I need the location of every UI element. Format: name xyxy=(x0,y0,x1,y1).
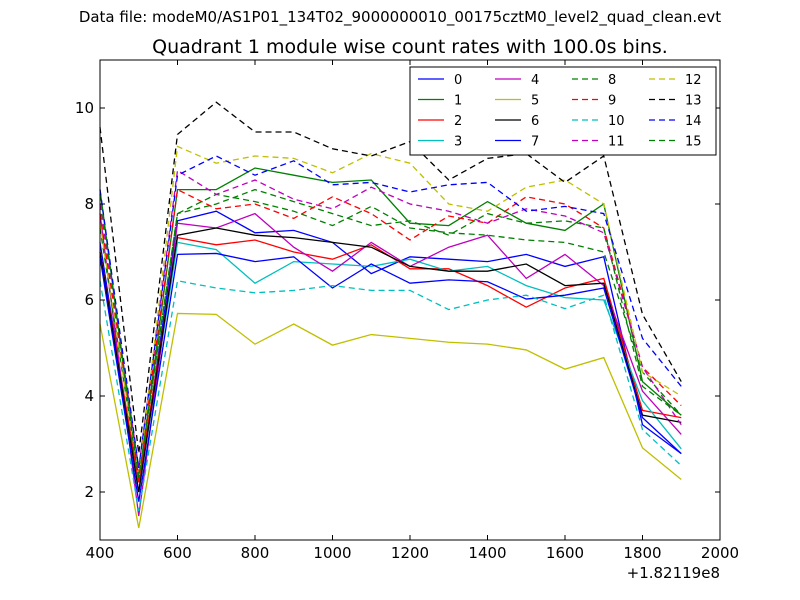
series-line-10 xyxy=(99,280,682,512)
x-tick-label: 2000 xyxy=(701,544,739,562)
legend-label-8: 8 xyxy=(608,73,616,88)
series-line-1 xyxy=(99,167,682,483)
legend-label-2: 2 xyxy=(454,114,462,129)
series-line-14 xyxy=(99,155,682,469)
legend-label-10: 10 xyxy=(608,114,625,129)
legend-label-7: 7 xyxy=(531,135,539,150)
y-tick-label: 2 xyxy=(84,483,94,501)
chart-title: Quadrant 1 module wise count rates with … xyxy=(152,36,668,58)
series-line-13 xyxy=(99,101,682,454)
legend-label-5: 5 xyxy=(531,94,539,109)
x-tick-label: 800 xyxy=(241,544,270,562)
legend-label-12: 12 xyxy=(685,73,702,88)
figure-suptitle: Data file: modeM0/AS1P01_134T02_90000000… xyxy=(78,8,722,26)
y-tick-label: 6 xyxy=(84,291,94,309)
series-line-8 xyxy=(99,193,682,478)
y-tick-label: 10 xyxy=(75,99,94,117)
series-line-3 xyxy=(99,241,682,493)
legend-label-3: 3 xyxy=(454,135,462,150)
series-line-11 xyxy=(99,169,682,469)
series-line-0 xyxy=(99,210,682,493)
series-line-7 xyxy=(99,252,682,502)
legend-label-9: 9 xyxy=(608,94,616,109)
legend-label-14: 14 xyxy=(685,114,702,129)
x-tick-label: 1000 xyxy=(313,544,351,562)
y-tick-label: 8 xyxy=(84,195,94,213)
series-line-15 xyxy=(99,188,682,478)
x-tick-label: 1200 xyxy=(391,544,429,562)
legend-label-11: 11 xyxy=(608,135,625,150)
legend-label-15: 15 xyxy=(685,135,702,150)
x-axis-offset-label: +1.82119e8 xyxy=(627,564,720,582)
legend-label-1: 1 xyxy=(454,94,462,109)
x-tick-label: 1400 xyxy=(468,544,506,562)
y-tick-label: 4 xyxy=(84,387,94,405)
series-line-5 xyxy=(99,312,682,529)
series-line-6 xyxy=(99,227,682,493)
plot-lines xyxy=(99,101,682,529)
x-tick-label: 1800 xyxy=(623,544,661,562)
series-line-4 xyxy=(99,212,682,517)
legend-label-0: 0 xyxy=(454,73,462,88)
x-tick-label: 400 xyxy=(86,544,115,562)
legend-label-4: 4 xyxy=(531,73,539,88)
series-line-9 xyxy=(99,188,682,473)
x-tick-label: 1600 xyxy=(546,544,584,562)
x-tick-label: 600 xyxy=(163,544,192,562)
series-line-12 xyxy=(99,145,682,478)
legend-label-6: 6 xyxy=(531,114,539,129)
legend-label-13: 13 xyxy=(685,94,702,109)
